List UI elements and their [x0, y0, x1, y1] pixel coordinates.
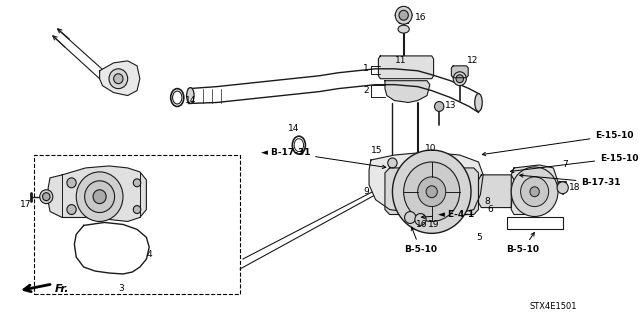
Text: B-5-10: B-5-10 [507, 233, 540, 254]
Polygon shape [48, 166, 147, 221]
Circle shape [133, 179, 141, 187]
Polygon shape [378, 56, 433, 79]
Circle shape [435, 101, 444, 111]
Text: 2: 2 [364, 86, 369, 95]
Text: 16: 16 [415, 13, 426, 22]
Text: STX4E1501: STX4E1501 [529, 302, 577, 311]
Polygon shape [385, 168, 479, 214]
Text: B-17-31: B-17-31 [520, 174, 621, 187]
Text: 19: 19 [428, 220, 440, 229]
Polygon shape [369, 152, 483, 214]
Circle shape [404, 162, 460, 221]
Circle shape [557, 182, 568, 194]
Polygon shape [511, 165, 558, 214]
Circle shape [415, 213, 426, 226]
Polygon shape [479, 175, 514, 208]
Text: 14: 14 [185, 96, 196, 105]
Ellipse shape [475, 93, 482, 111]
Bar [34, 155, 240, 294]
Text: 11: 11 [395, 56, 406, 65]
Text: 5: 5 [477, 233, 483, 242]
Circle shape [392, 150, 471, 234]
Text: 13: 13 [445, 101, 456, 110]
Circle shape [404, 211, 416, 223]
Text: 16: 16 [416, 220, 428, 229]
Text: 18: 18 [569, 183, 580, 192]
Circle shape [453, 72, 467, 85]
Text: 9: 9 [364, 187, 369, 196]
Circle shape [109, 69, 128, 89]
Ellipse shape [398, 25, 409, 33]
Circle shape [418, 177, 445, 207]
Text: Fr.: Fr. [54, 284, 69, 294]
Text: ◄ E-4-1: ◄ E-4-1 [422, 210, 474, 219]
Text: E-15-10: E-15-10 [483, 131, 634, 156]
Circle shape [456, 75, 463, 83]
Polygon shape [451, 66, 468, 78]
Circle shape [114, 74, 123, 84]
Circle shape [42, 193, 50, 201]
Circle shape [133, 205, 141, 213]
Text: B-5-10: B-5-10 [404, 227, 436, 254]
Text: 7: 7 [563, 160, 568, 169]
Text: 12: 12 [467, 56, 479, 65]
Text: 17: 17 [20, 200, 31, 209]
Text: ◄ B-17-31: ◄ B-17-31 [260, 148, 386, 168]
Text: 6: 6 [488, 205, 493, 214]
Ellipse shape [173, 91, 182, 104]
Polygon shape [385, 81, 430, 102]
Circle shape [530, 187, 540, 197]
Circle shape [67, 204, 76, 214]
Circle shape [511, 167, 558, 217]
Circle shape [396, 6, 412, 24]
Circle shape [399, 10, 408, 20]
Text: 1: 1 [364, 64, 369, 73]
Text: 15: 15 [371, 145, 382, 155]
Text: 4: 4 [147, 250, 152, 259]
Circle shape [76, 172, 123, 221]
Ellipse shape [294, 139, 303, 152]
Text: 14: 14 [287, 124, 299, 133]
Circle shape [520, 177, 548, 207]
Circle shape [84, 181, 115, 212]
Circle shape [388, 158, 397, 168]
Circle shape [67, 178, 76, 188]
Text: E-15-10: E-15-10 [510, 153, 639, 173]
Polygon shape [100, 61, 140, 96]
Circle shape [426, 186, 437, 198]
Circle shape [93, 190, 106, 204]
Text: 3: 3 [118, 284, 124, 293]
Ellipse shape [187, 88, 194, 103]
Circle shape [40, 190, 53, 204]
Circle shape [413, 155, 422, 165]
Text: 10: 10 [425, 144, 436, 152]
Text: 8: 8 [484, 197, 490, 206]
